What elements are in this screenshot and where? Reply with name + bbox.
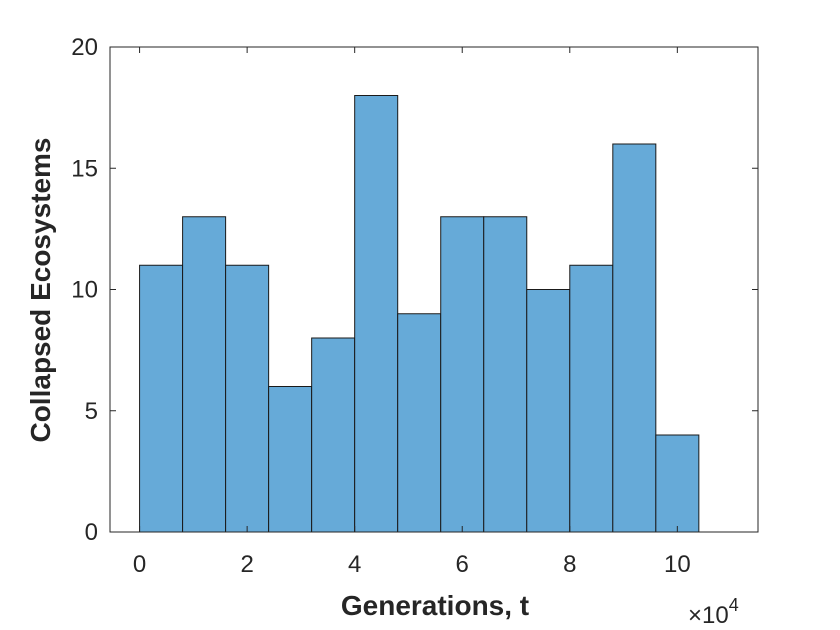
x-axis-label: Generations, t [341, 590, 529, 621]
x-tick-label: 8 [563, 551, 576, 578]
x-exponent-base: ×10 [688, 602, 729, 629]
x-tick-label: 0 [133, 551, 146, 578]
histogram-bar [225, 264, 270, 533]
y-tick-label: 5 [85, 398, 98, 425]
y-axis-label: Collapsed Ecosystems [25, 137, 56, 442]
histogram-bar [569, 264, 614, 533]
histogram-bar [182, 216, 227, 533]
histogram-bar [440, 216, 485, 533]
histogram-bar [268, 386, 313, 533]
histogram-bar [139, 264, 184, 533]
x-exponent-label: ×104 [688, 595, 739, 629]
histogram-bar [526, 289, 571, 533]
y-tick-label: 10 [71, 277, 98, 304]
histogram-bar [655, 434, 700, 533]
x-tick-label: 4 [348, 551, 361, 578]
y-tick-label: 0 [85, 519, 98, 546]
y-tick-label: 15 [71, 155, 98, 182]
x-tick-label: 10 [664, 551, 691, 578]
bars-group [139, 95, 700, 533]
histogram-bar [354, 95, 399, 533]
histogram-bar [612, 143, 657, 533]
histogram-bar [483, 216, 528, 533]
histogram-bar [311, 337, 356, 533]
x-exponent-power: 4 [729, 595, 739, 615]
y-tick-group: 0 5 10 15 20 [71, 34, 758, 546]
x-tick-label: 2 [240, 551, 253, 578]
histogram-bar [397, 313, 442, 533]
x-tick-label: 6 [456, 551, 469, 578]
y-tick-label: 20 [71, 34, 98, 61]
x-tick-group: 0 2 4 6 8 10 [133, 47, 691, 578]
